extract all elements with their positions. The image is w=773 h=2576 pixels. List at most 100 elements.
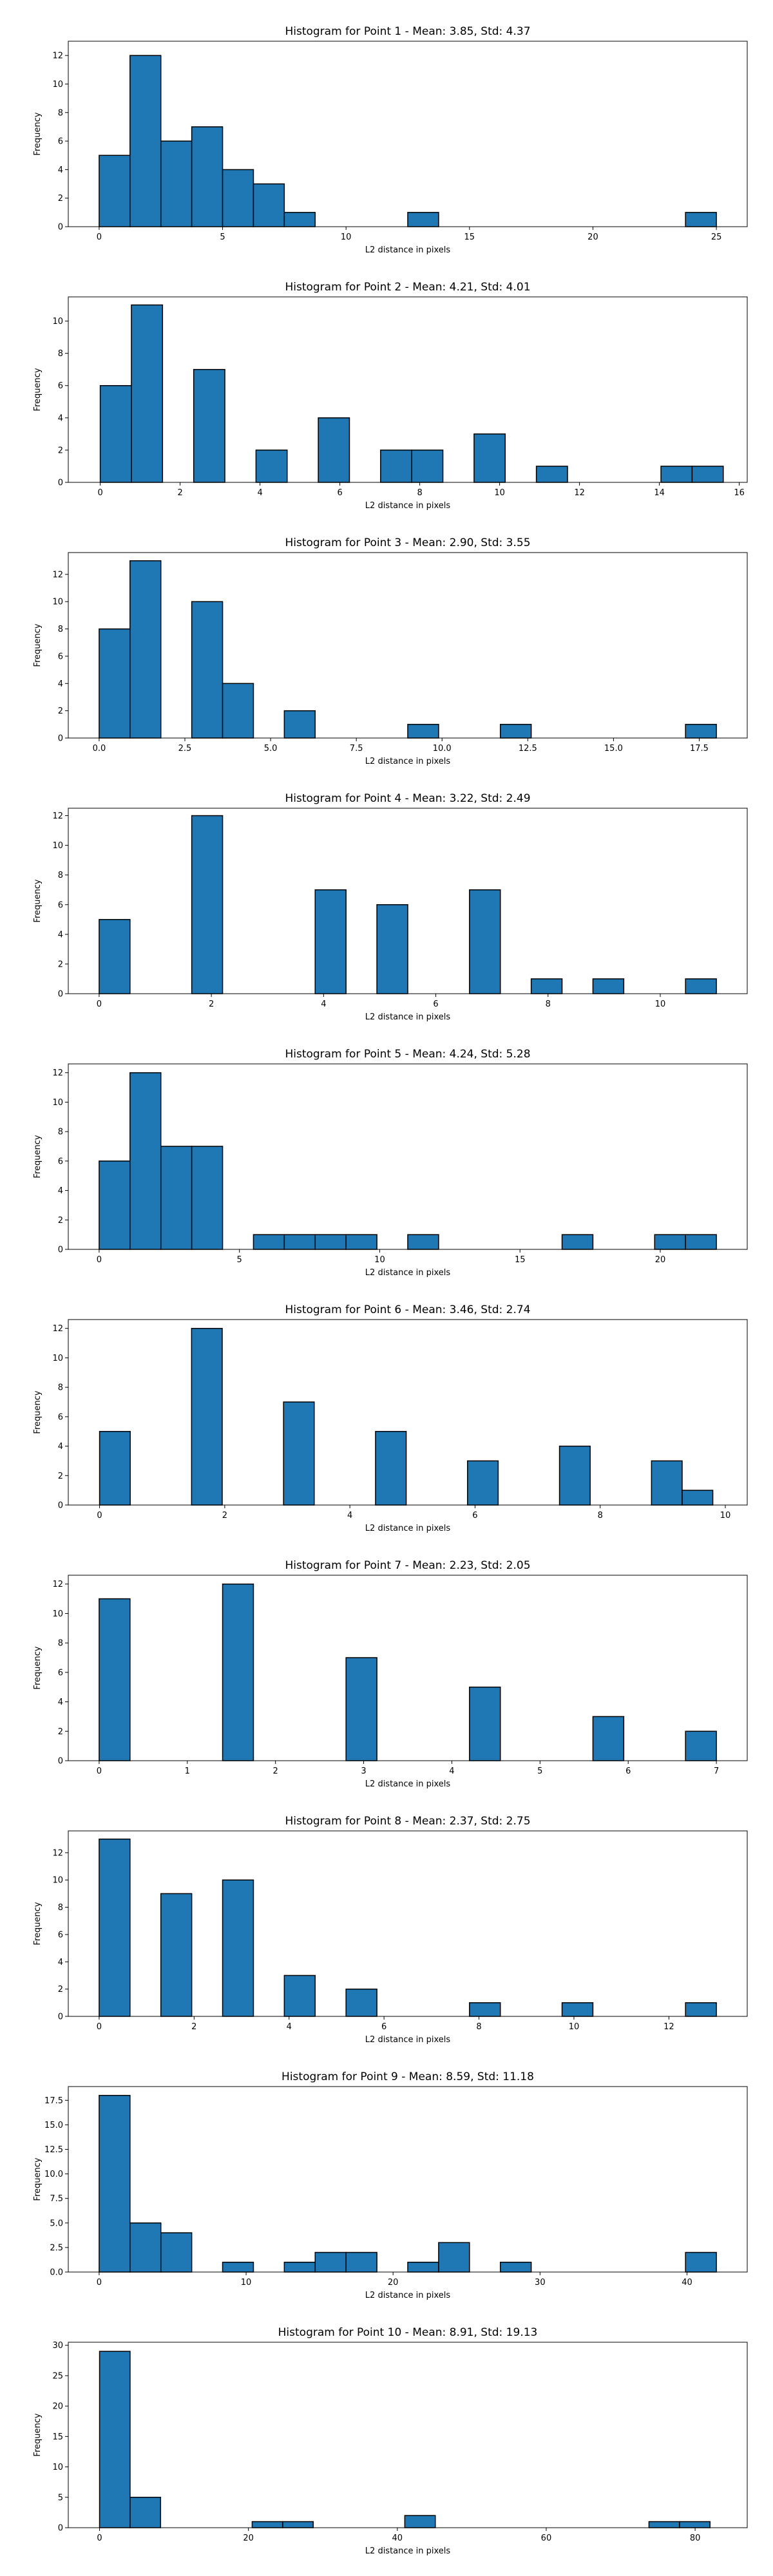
histogram-panel-8: Histogram for Point 8 - Mean: 2.37, Std:… [33,1815,748,2045]
y-axis-label: Frequency [33,368,43,411]
x-tick-label: 0 [97,2533,102,2543]
x-tick-label: 2 [177,488,182,498]
x-tick-label: 5 [220,232,225,242]
histogram-bar [314,2251,347,2273]
y-tick-label: 10 [52,1098,63,1108]
y-tick-label: 6 [58,137,63,147]
x-tick-label: 60 [541,2533,552,2543]
y-axis-label: Frequency [33,1902,43,1945]
histogram-bar [283,212,316,227]
histogram-bar [685,212,717,227]
histogram-panel-5: Histogram for Point 5 - Mean: 4.24, Std:… [33,1048,748,1278]
y-tick-label: 12 [52,1580,63,1589]
y-tick-label: 12 [52,1324,63,1334]
x-tick-label: 1 [185,1766,190,1776]
y-tick-label: 2 [58,1216,63,1226]
x-tick-label: 25 [711,232,722,242]
y-tick-label: 20 [52,2402,63,2412]
y-tick-label: 17.5 [44,2096,63,2106]
histogram-bar [251,2521,283,2528]
histogram-bar [685,1234,717,1250]
y-tick-label: 8 [58,625,63,634]
x-tick-label: 0 [97,1255,102,1265]
histogram-bar [469,1686,501,1761]
x-tick-label: 4 [257,488,262,498]
x-axis-label: L2 distance in pixels [365,1524,451,1533]
histogram-bar [654,1234,686,1250]
histogram-bar [558,1445,591,1506]
y-tick-label: 10.0 [44,2170,63,2179]
x-tick-label: 14 [654,488,665,498]
axes-frame [68,808,748,994]
y-tick-label: 15 [52,2432,63,2442]
histogram-bar [679,2521,711,2528]
histogram-bar [345,1988,377,2017]
y-tick-label: 4 [58,1442,63,1452]
chart-title: Histogram for Point 4 - Mean: 3.22, Std:… [285,792,530,805]
histogram-bar [99,919,131,994]
y-tick-label: 10 [52,2463,63,2472]
x-tick-label: 8 [546,999,551,1009]
y-tick-label: 10 [52,1609,63,1619]
y-tick-label: 0 [58,734,63,744]
x-tick-label: 0 [97,488,102,498]
y-tick-label: 7.5 [50,2194,63,2204]
histogram-bar [407,1234,439,1250]
y-tick-label: 10 [52,1354,63,1363]
y-tick-label: 0 [58,2524,63,2533]
y-tick-label: 4 [58,166,63,175]
y-tick-label: 4 [58,679,63,689]
histogram-panel-10: Histogram for Point 10 - Mean: 8.91, Std… [33,2326,748,2556]
x-tick-label: 10 [374,1255,385,1265]
histogram-bar [473,433,506,483]
x-tick-label: 0 [97,1766,102,1776]
x-tick-label: 6 [625,1766,631,1776]
histogram-bar [411,450,444,483]
histogram-panel-4: Histogram for Point 4 - Mean: 3.22, Std:… [33,792,748,1022]
x-tick-label: 12 [574,488,585,498]
y-tick-label: 4 [58,1698,63,1707]
y-tick-label: 8 [58,1128,63,1137]
histogram-bar [380,450,412,483]
x-tick-label: 10 [241,2278,252,2287]
x-tick-label: 0 [97,232,102,242]
y-axis-label: Frequency [33,2157,43,2201]
y-tick-label: 12 [52,570,63,580]
histogram-bar [99,1430,131,1506]
histogram-bar [160,1893,193,2017]
y-axis-label: Frequency [33,879,43,922]
histogram-bar [345,2251,377,2273]
y-tick-label: 2 [58,1472,63,1481]
y-tick-label: 6 [58,1412,63,1422]
histogram-bar [222,1583,254,1761]
x-tick-label: 0.0 [93,744,106,753]
histogram-panel-1: Histogram for Point 1 - Mean: 3.85, Std:… [33,25,748,255]
x-tick-label: 16 [734,488,745,498]
y-tick-label: 8 [58,349,63,359]
y-tick-label: 10 [52,80,63,90]
y-tick-label: 12 [52,1848,63,1858]
histogram-bar [129,55,162,227]
x-axis-label: L2 distance in pixels [365,1779,451,1789]
histogram-bar [685,978,717,994]
y-tick-label: 2.5 [50,2243,63,2253]
chart-title: Histogram for Point 3 - Mean: 2.90, Std:… [285,536,530,549]
chart-title: Histogram for Point 2 - Mean: 4.21, Std:… [285,281,530,294]
x-tick-label: 10 [569,2022,580,2032]
histogram-bar [660,466,693,483]
y-axis-label: Frequency [33,1135,43,1178]
axes-frame [68,2342,748,2528]
histogram-bar [375,1430,407,1506]
chart-title: Histogram for Point 1 - Mean: 3.85, Std:… [285,25,530,38]
x-tick-label: 15 [515,1255,526,1265]
histogram-bar [648,2521,680,2528]
axes-frame [68,552,748,739]
y-tick-label: 8 [58,1383,63,1393]
histogram-bar [253,1234,285,1250]
y-tick-label: 6 [58,652,63,661]
y-tick-label: 2 [58,706,63,716]
y-axis-label: Frequency [33,2413,43,2456]
axes-frame [68,1830,748,2017]
histogram-bar [535,466,568,483]
histogram-bar [592,1716,625,1761]
